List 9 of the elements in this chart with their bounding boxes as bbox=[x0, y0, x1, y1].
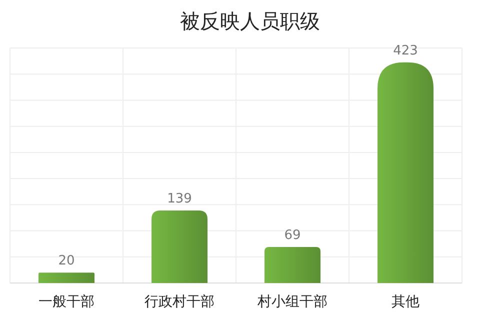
x-tick-label: 其他 bbox=[392, 294, 420, 310]
data-label: 69 bbox=[284, 228, 301, 244]
data-label: 20 bbox=[58, 254, 75, 269]
data-label: 423 bbox=[393, 43, 418, 58]
title: 被反映人员职级 bbox=[180, 9, 320, 33]
x-tick-label: 村小组干部 bbox=[256, 294, 328, 310]
x-tick-label: 一般干部 bbox=[38, 294, 94, 310]
x-tick-label: 行政村干部 bbox=[144, 294, 214, 310]
data-label: 139 bbox=[167, 191, 192, 206]
